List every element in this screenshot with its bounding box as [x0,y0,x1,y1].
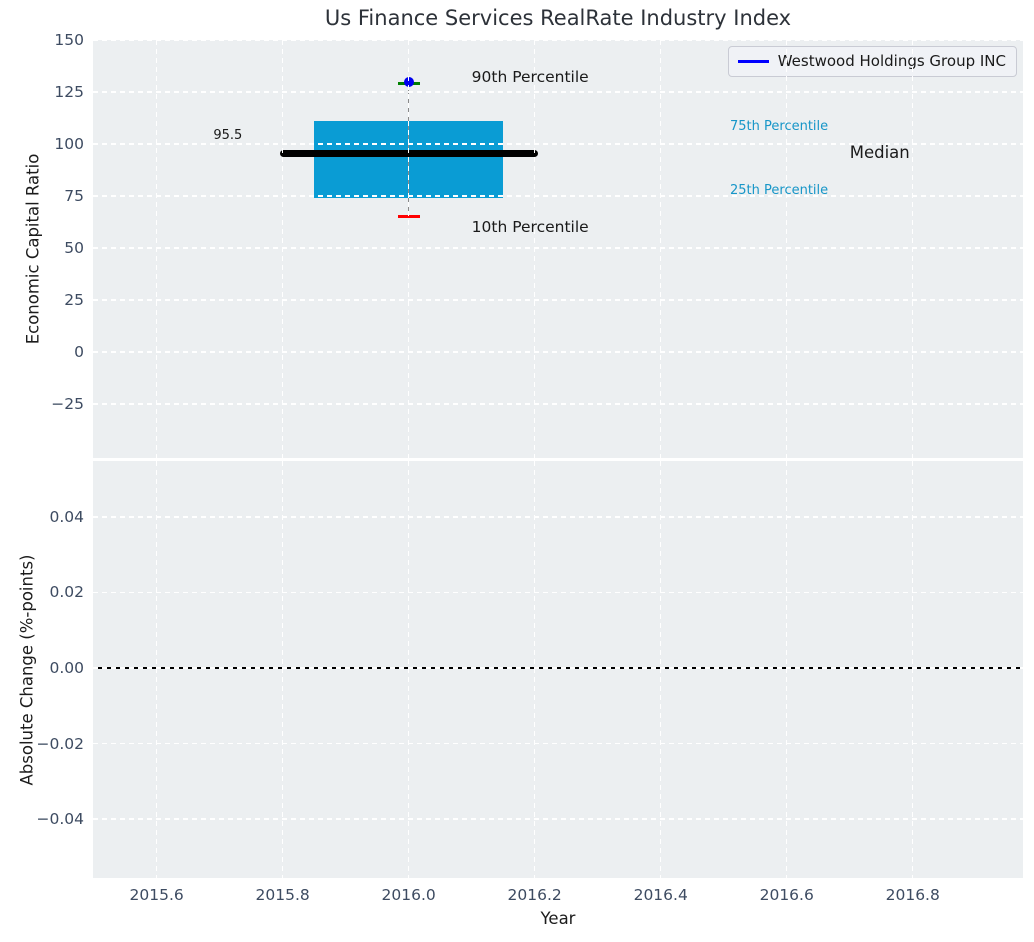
gridline-vertical [659,461,662,878]
gridline-vertical [533,461,536,878]
gridline-horizontal [93,247,1023,249]
gridline-horizontal [93,91,1023,93]
legend-label: Westwood Holdings Group INC [777,52,1006,70]
annotation-90th-percentile: 90th Percentile [471,67,589,86]
y-tick-label: 25 [64,290,84,309]
y-tick-label: 0 [74,342,84,361]
y-tick-label: 50 [64,238,84,257]
y-tick-label: −0.04 [36,810,85,829]
gridline-horizontal [93,195,1023,197]
y-tick-label: 0.00 [49,658,84,677]
y-tick-label: 75 [64,186,84,205]
gridline-vertical [407,40,410,458]
legend-line-swatch [737,59,769,63]
gridline-horizontal [93,667,1023,669]
y-tick-label: −25 [51,394,84,413]
x-tick-label: 2015.8 [255,886,310,904]
gridline-vertical [281,461,284,878]
gridline-vertical [659,40,662,458]
y-tick-label: 0.02 [49,583,84,602]
top-axes-economic-capital-ratio: Westwood Holdings Group INC 90th Percent… [93,39,1023,458]
gridline-vertical [911,40,914,458]
bottom-axes-absolute-change [93,461,1023,878]
gridline-horizontal [93,818,1023,820]
chart-title: Us Finance Services RealRate Industry In… [324,6,792,30]
gridline-vertical [533,40,536,458]
gridline-vertical [281,40,284,458]
gridline-vertical [911,461,914,878]
gridline-horizontal [93,351,1023,353]
y-tick-label: 125 [54,82,84,101]
gridline-horizontal [93,742,1023,745]
y-tick-label: −0.02 [36,734,85,753]
gridline-vertical [785,461,788,878]
annotation-10th-percentile: 10th Percentile [471,217,589,236]
gridline-horizontal [93,591,1023,594]
x-tick-label: 2016.4 [633,886,688,904]
y-tick-label: 0.04 [49,507,84,526]
gridline-vertical [785,40,788,458]
gridline-horizontal [93,403,1023,405]
x-tick-label: 2016.2 [507,886,562,904]
annotation-95-5: 95.5 [213,127,243,143]
gridline-horizontal [93,39,1023,41]
annotation-75th-percentile: 75th Percentile [730,119,829,135]
y-tick-label: 100 [54,134,84,153]
x-tick-label: 2016.8 [885,886,940,904]
legend: Westwood Holdings Group INC [727,46,1017,77]
x-tick-label: 2016.0 [381,886,436,904]
x-tick-label: 2015.6 [129,886,184,904]
gridline-vertical [155,461,158,878]
annotation-median: Median [849,143,910,163]
gridline-horizontal [93,143,1023,145]
annotation-25th-percentile: 25th Percentile [730,182,829,198]
gridline-vertical [155,40,158,458]
x-axis-label: Year [540,909,576,928]
y-tick-label: 150 [54,31,84,49]
x-tick-label: 2016.6 [759,886,814,904]
gridline-vertical [407,461,410,878]
gridline-horizontal [93,299,1023,301]
gridline-horizontal [93,516,1023,518]
